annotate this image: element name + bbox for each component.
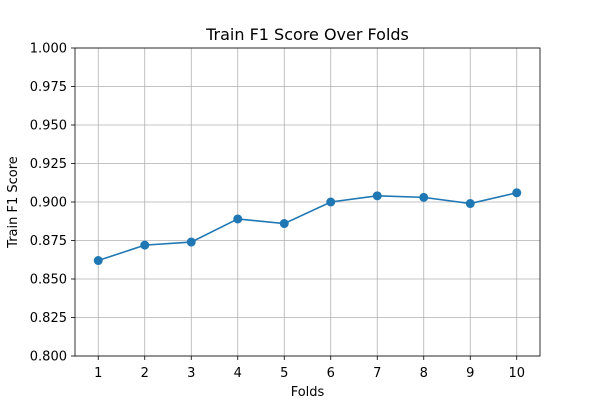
- y-tick-label: 0.975: [30, 80, 67, 95]
- x-tick-label: 5: [280, 366, 288, 381]
- x-tick-label: 2: [141, 366, 149, 381]
- data-point: [233, 214, 243, 224]
- x-axis-label: Folds: [291, 385, 325, 400]
- y-tick-label: 0.850: [30, 273, 67, 288]
- x-tick-label: 9: [466, 366, 474, 381]
- plot-frame: [74, 47, 541, 357]
- data-point: [326, 197, 336, 207]
- x-tick-label: 6: [327, 366, 335, 381]
- y-tick-label: 0.825: [30, 311, 67, 326]
- series-line: [97, 191, 517, 262]
- data-point: [279, 219, 289, 229]
- data-point: [140, 240, 150, 250]
- y-tick-label: 0.800: [30, 350, 67, 365]
- data-point: [419, 192, 429, 202]
- x-tick-label: 4: [234, 366, 242, 381]
- data-point: [512, 188, 522, 198]
- axis-layer: 1 2 3 4 5 6 7 8 9 10 0.800 0.825 0.850 0.875 0.900 0.92…: [30, 42, 525, 382]
- x-tick-label: 8: [420, 366, 428, 381]
- data-point: [372, 191, 382, 201]
- y-tick-label: 0.875: [30, 234, 67, 249]
- y-tick-label: 1.000: [30, 42, 67, 57]
- x-tick-label: 10: [508, 366, 525, 381]
- x-tick-label: 1: [94, 366, 102, 381]
- series-layer: [93, 188, 522, 266]
- chart-title: Train F1 Score Over Folds: [205, 25, 409, 44]
- x-tick-label: 7: [373, 366, 381, 381]
- data-point: [186, 237, 196, 247]
- y-tick-label: 0.925: [30, 157, 67, 172]
- x-tick-label: 3: [187, 366, 195, 381]
- y-axis-label: Train F1 Score: [6, 156, 21, 249]
- data-point: [465, 199, 475, 209]
- y-tick-label: 0.950: [30, 119, 67, 134]
- data-point: [93, 256, 103, 266]
- y-tick-label: 0.900: [30, 196, 67, 211]
